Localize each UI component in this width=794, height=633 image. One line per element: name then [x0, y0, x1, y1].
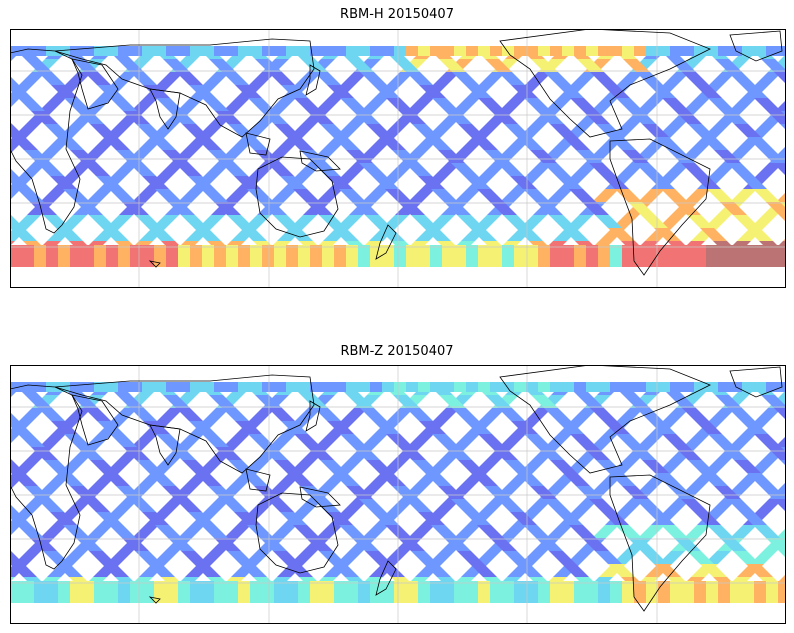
swath-track-asc — [288, 46, 523, 267]
coast-greenland — [729, 366, 783, 398]
swath-track-asc — [12, 46, 247, 267]
swath-track-asc — [656, 46, 786, 176]
coast-borneo — [245, 132, 271, 156]
coast-newzealand — [375, 224, 397, 260]
coast-india — [149, 424, 181, 466]
coast-japan — [305, 400, 321, 432]
coast-japan — [305, 64, 321, 96]
swath-track-asc — [472, 382, 707, 603]
coast-asia — [54, 374, 315, 474]
coast-australia — [255, 492, 339, 574]
coast-southamerica — [609, 474, 711, 612]
coast-southamerica — [609, 138, 711, 276]
coast-antarctic-tip — [148, 260, 161, 268]
coast-africa — [10, 48, 83, 234]
coast-northamerica — [499, 29, 711, 138]
map-panel-top — [10, 29, 786, 288]
coast-greenland — [729, 30, 783, 62]
swath-track-asc — [104, 382, 339, 603]
swath-band-south — [10, 245, 786, 267]
coast-arabia — [71, 394, 119, 446]
coastlines — [10, 365, 783, 612]
coast-australia — [255, 156, 339, 238]
map-panel-bottom — [10, 365, 786, 624]
coast-newzealand — [375, 560, 397, 596]
gridlines — [10, 365, 786, 624]
coast-newguinea — [299, 486, 341, 508]
map-frame — [10, 365, 786, 624]
panel-title-top: RBM-H 20150407 — [340, 7, 454, 22]
swath-track-desc — [10, 382, 118, 490]
coastlines — [10, 29, 783, 276]
swath-layer — [10, 382, 786, 603]
swath-track-desc — [10, 46, 118, 154]
coast-africa — [10, 384, 83, 570]
panel-title-bottom: RBM-Z 20150407 — [340, 344, 454, 359]
gridlines — [10, 29, 786, 288]
map-frame — [10, 29, 786, 288]
coast-northamerica — [499, 365, 711, 474]
coast-arabia — [71, 58, 119, 110]
swath-track-asc — [10, 412, 201, 603]
coast-antarctic-tip — [148, 596, 161, 604]
coast-india — [149, 88, 181, 130]
swath-band-north — [10, 46, 786, 56]
coast-newguinea — [299, 150, 341, 172]
coast-asia — [54, 38, 315, 138]
coast-borneo — [245, 468, 271, 492]
